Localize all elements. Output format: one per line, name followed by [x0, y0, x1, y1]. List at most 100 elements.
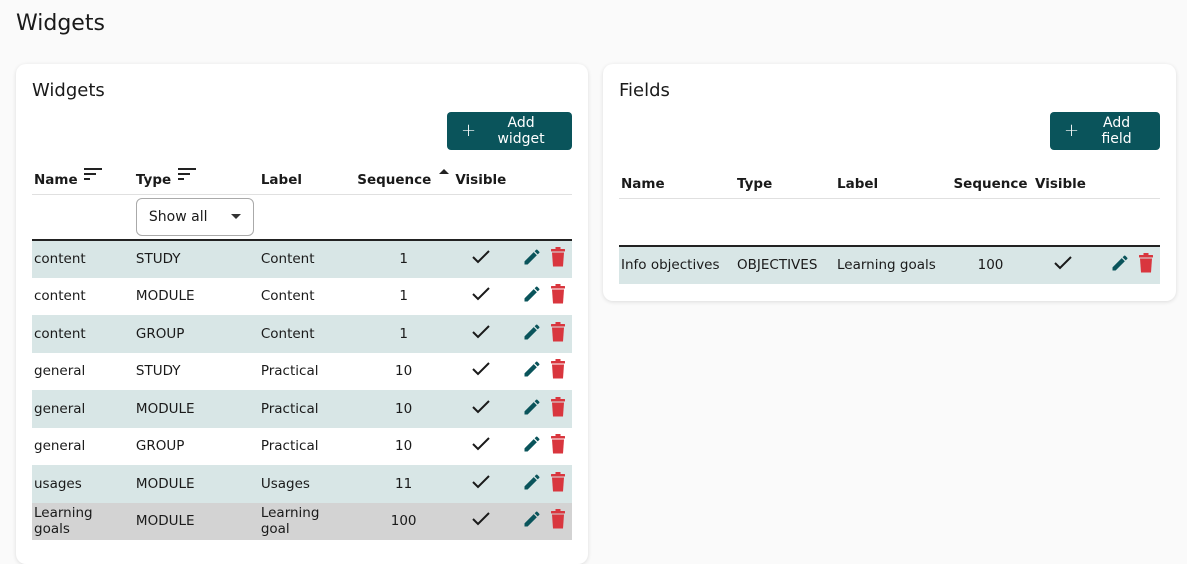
cell-label: Usages	[258, 465, 354, 503]
trash-icon[interactable]	[550, 284, 566, 308]
row-actions	[508, 502, 572, 540]
column-visible-label: Visible	[455, 171, 507, 188]
column-visible-label: Visible	[1035, 175, 1086, 192]
add-widget-label: Add widget	[497, 115, 545, 147]
row-actions	[508, 465, 572, 503]
chevron-down-icon	[230, 214, 241, 220]
column-header-label[interactable]: Label	[835, 164, 948, 198]
widgets-card: Widgets + Add widget Name Type Label Seq…	[16, 64, 588, 564]
column-label-label: Label	[260, 171, 302, 188]
cell-name: content	[32, 239, 134, 278]
check-icon	[472, 437, 490, 451]
table-row[interactable]: Info objectives OBJECTIVES Learning goals 1…	[619, 245, 1160, 284]
row-actions	[1093, 245, 1160, 284]
page-title: Widgets	[16, 11, 105, 36]
column-header-label[interactable]: Label	[259, 160, 354, 194]
trash-icon[interactable]	[550, 359, 566, 383]
check-icon	[472, 512, 490, 526]
cell-name: general	[34, 438, 86, 455]
cell-name: Learning goals	[32, 502, 134, 540]
pencil-icon[interactable]	[1110, 253, 1130, 277]
trash-icon[interactable]	[550, 321, 566, 346]
column-header-type[interactable]: Type	[134, 160, 259, 194]
cell-label: Learning goal	[258, 502, 354, 540]
column-type-label: Type	[135, 171, 172, 188]
column-header-sequence[interactable]: Sequence	[948, 164, 1033, 198]
caret-up-icon[interactable]	[438, 166, 450, 178]
row-actions	[508, 315, 572, 353]
check-icon	[472, 362, 490, 376]
sort-lines-icon[interactable]	[177, 166, 198, 182]
trash-icon[interactable]	[550, 396, 566, 421]
cell-sequence: 1	[353, 315, 454, 353]
pencil-icon[interactable]	[522, 434, 542, 458]
trash-icon[interactable]	[550, 509, 566, 533]
plus-icon: +	[461, 120, 477, 141]
cell-label: Practical	[258, 390, 354, 428]
pencil-icon[interactable]	[522, 284, 542, 308]
pencil-icon[interactable]	[522, 322, 542, 346]
column-type-label: Type	[737, 175, 773, 192]
cell-type: MODULE	[133, 465, 259, 503]
cell-label: Practical	[260, 438, 319, 455]
cell-type: MODULE	[133, 390, 259, 428]
cell-name: general	[34, 363, 86, 380]
check-icon	[472, 325, 490, 339]
cell-sequence: 1	[399, 288, 408, 305]
table-row[interactable]: content GROUP Content 1	[32, 315, 572, 353]
column-header-visible[interactable]: Visible	[453, 160, 508, 194]
trash-icon[interactable]	[550, 247, 566, 271]
pencil-icon[interactable]	[522, 509, 542, 533]
sort-lines-icon[interactable]	[84, 166, 104, 182]
add-widget-button[interactable]: + Add widget	[447, 112, 572, 150]
table-row[interactable]: general STUDY Practical 10	[32, 353, 572, 391]
table-row[interactable]: usages MODULE Usages 11	[32, 465, 572, 503]
cell-sequence: 10	[395, 438, 413, 455]
pencil-icon[interactable]	[522, 247, 542, 271]
column-header-name[interactable]: Name	[32, 160, 134, 194]
cell-label: Practical	[260, 363, 319, 380]
column-header-sequence[interactable]: Sequence	[354, 160, 453, 194]
column-sequence-label: Sequence	[953, 175, 1028, 192]
cell-type: MODULE	[135, 288, 195, 305]
row-actions	[508, 239, 572, 278]
column-label-label: Label	[837, 175, 879, 192]
cell-label: Learning goals	[835, 245, 948, 284]
type-filter-value: Show all	[148, 208, 208, 225]
fields-table: Name Type Label Sequence Visible Info ob…	[619, 164, 1160, 284]
cell-type: MODULE	[133, 502, 259, 540]
pencil-icon[interactable]	[522, 472, 542, 496]
pencil-icon[interactable]	[522, 397, 542, 421]
cell-name: content	[34, 288, 86, 305]
cell-sequence: 10	[395, 363, 413, 380]
column-header-visible[interactable]: Visible	[1033, 164, 1093, 198]
cell-type: GROUP	[133, 315, 259, 353]
column-header-type[interactable]: Type	[735, 164, 835, 198]
pencil-icon[interactable]	[522, 359, 542, 383]
cell-type: STUDY	[135, 363, 181, 380]
table-row[interactable]: content STUDY Content 1	[32, 239, 572, 278]
row-actions	[508, 278, 572, 316]
cell-name: general	[32, 390, 134, 428]
column-header-name[interactable]: Name	[619, 164, 735, 198]
filter-row	[619, 197, 1160, 246]
cell-sequence: 10	[353, 390, 454, 428]
table-row[interactable]: Learning goals MODULE Learning goal 100	[32, 502, 572, 540]
row-actions	[508, 353, 572, 391]
type-filter-select[interactable]: Show all	[135, 197, 254, 236]
table-row[interactable]: general MODULE Practical 10	[32, 390, 572, 428]
table-row[interactable]: content MODULE Content 1	[32, 278, 572, 316]
cell-label: Content	[258, 315, 354, 353]
check-icon	[472, 475, 490, 489]
trash-icon[interactable]	[1138, 253, 1154, 277]
column-sequence-label: Sequence	[357, 171, 432, 188]
widgets-card-title: Widgets	[32, 80, 105, 101]
column-name-label: Name	[621, 175, 665, 192]
trash-icon[interactable]	[550, 434, 566, 458]
cell-sequence: 11	[353, 465, 454, 503]
cell-label: Content	[260, 288, 315, 305]
check-icon	[1054, 256, 1072, 270]
trash-icon[interactable]	[550, 471, 566, 496]
add-field-button[interactable]: + Add field	[1050, 112, 1160, 150]
table-row[interactable]: general GROUP Practical 10	[32, 428, 572, 466]
